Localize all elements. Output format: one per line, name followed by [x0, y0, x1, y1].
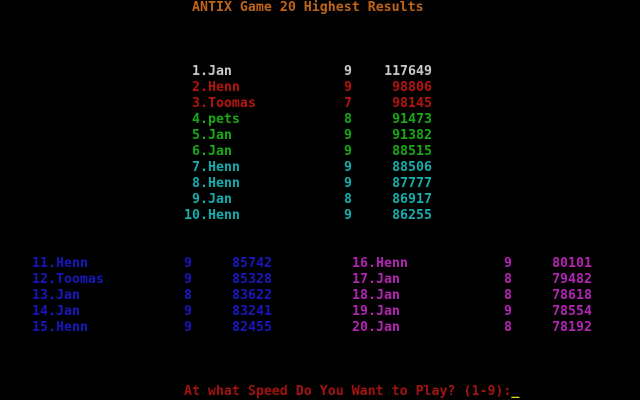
- speed-value: 9: [184, 272, 192, 287]
- rank-name: 3.Toomas: [184, 96, 256, 111]
- result-row: 7.Henn 9 88506: [0, 160, 640, 176]
- rank-name: 4.pets: [184, 112, 240, 127]
- rank-name: 20.Jan: [352, 320, 400, 335]
- speed-value: 9: [344, 208, 352, 223]
- result-row: 3.Toomas 7 98145: [0, 96, 640, 112]
- score-value: 83622: [232, 288, 272, 303]
- speed-value: 9: [344, 64, 352, 79]
- page-title: ANTIX Game 20 Highest Results: [192, 0, 424, 15]
- score-value: 83241: [232, 304, 272, 319]
- speed-value: 9: [184, 320, 192, 335]
- speed-value: 9: [184, 304, 192, 319]
- rank-name: 5.Jan: [184, 128, 232, 143]
- score-value: 86917: [392, 192, 432, 207]
- rank-name: 18.Jan: [352, 288, 400, 303]
- rank-name: 12.Toomas: [32, 272, 104, 287]
- rank-name: 15.Henn: [32, 320, 88, 335]
- score-value: 78618: [552, 288, 592, 303]
- score-value: 88506: [392, 160, 432, 175]
- text-cursor[interactable]: _: [511, 384, 520, 399]
- result-row: 20.Jan 8 78192: [0, 320, 640, 336]
- speed-value: 9: [344, 80, 352, 95]
- result-row: 15.Henn 9 82455: [0, 320, 640, 336]
- score-value: 98806: [392, 80, 432, 95]
- result-row: 6.Jan 9 88515: [0, 144, 640, 160]
- speed-value: 8: [504, 272, 512, 287]
- speed-value: 9: [344, 144, 352, 159]
- speed-value: 8: [504, 288, 512, 303]
- score-value: 86255: [392, 208, 432, 223]
- prompt-text: At what Speed Do You Want to Play? (1-9)…: [183, 384, 512, 399]
- speed-value: 8: [184, 288, 192, 303]
- speed-value: 9: [504, 304, 512, 319]
- result-row: 9.Jan 8 86917: [0, 192, 640, 208]
- result-row: 11.Henn 9 85742: [0, 256, 640, 272]
- rank-name: 17.Jan: [352, 272, 400, 287]
- result-row: 17.Jan 8 79482: [0, 272, 640, 288]
- score-value: 88515: [392, 144, 432, 159]
- score-value: 78554: [552, 304, 592, 319]
- score-value: 98145: [392, 96, 432, 111]
- rank-name: 10.Henn: [184, 208, 240, 223]
- score-value: 79482: [552, 272, 592, 287]
- speed-value: 7: [344, 96, 352, 111]
- score-value: 91382: [392, 128, 432, 143]
- rank-name: 9.Jan: [184, 192, 232, 207]
- rank-name: 8.Henn: [184, 176, 240, 191]
- rank-name: 2.Henn: [184, 80, 240, 95]
- result-row: 19.Jan 9 78554: [0, 304, 640, 320]
- result-row: 10.Henn 9 86255: [0, 208, 640, 224]
- result-row: 5.Jan 9 91382: [0, 128, 640, 144]
- score-value: 80101: [552, 256, 592, 271]
- result-row: 1.Jan 9 117649: [0, 64, 640, 80]
- rank-name: 13.Jan: [32, 288, 80, 303]
- rank-name: 6.Jan: [184, 144, 232, 159]
- speed-value: 9: [344, 128, 352, 143]
- result-row: 14.Jan 9 83241: [0, 304, 640, 320]
- result-row: 16.Henn 9 80101: [0, 256, 640, 272]
- result-row: 12.Toomas 9 85328: [0, 272, 640, 288]
- score-value: 85328: [232, 272, 272, 287]
- score-value: 78192: [552, 320, 592, 335]
- score-value: 82455: [232, 320, 272, 335]
- rank-name: 7.Henn: [184, 160, 240, 175]
- speed-value: 8: [344, 192, 352, 207]
- speed-value: 8: [344, 112, 352, 127]
- result-row: 18.Jan 8 78618: [0, 288, 640, 304]
- rank-name: 11.Henn: [32, 256, 88, 271]
- result-row: 4.pets 8 91473: [0, 112, 640, 128]
- result-row: 8.Henn 9 87777: [0, 176, 640, 192]
- result-row: 2.Henn 9 98806: [0, 80, 640, 96]
- speed-value: 9: [504, 256, 512, 271]
- speed-value: 9: [344, 176, 352, 191]
- rank-name: 16.Henn: [352, 256, 408, 271]
- rank-name: 1.Jan: [184, 64, 232, 79]
- result-row: 13.Jan 8 83622: [0, 288, 640, 304]
- score-value: 87777: [392, 176, 432, 191]
- speed-value: 9: [344, 160, 352, 175]
- speed-value: 8: [504, 320, 512, 335]
- speed-value: 9: [184, 256, 192, 271]
- speed-prompt: At what Speed Do You Want to Play? (1-9)…: [152, 368, 519, 399]
- rank-name: 14.Jan: [32, 304, 80, 319]
- score-value: 91473: [392, 112, 432, 127]
- rank-name: 19.Jan: [352, 304, 400, 319]
- score-value: 85742: [232, 256, 272, 271]
- score-value: 117649: [384, 64, 432, 79]
